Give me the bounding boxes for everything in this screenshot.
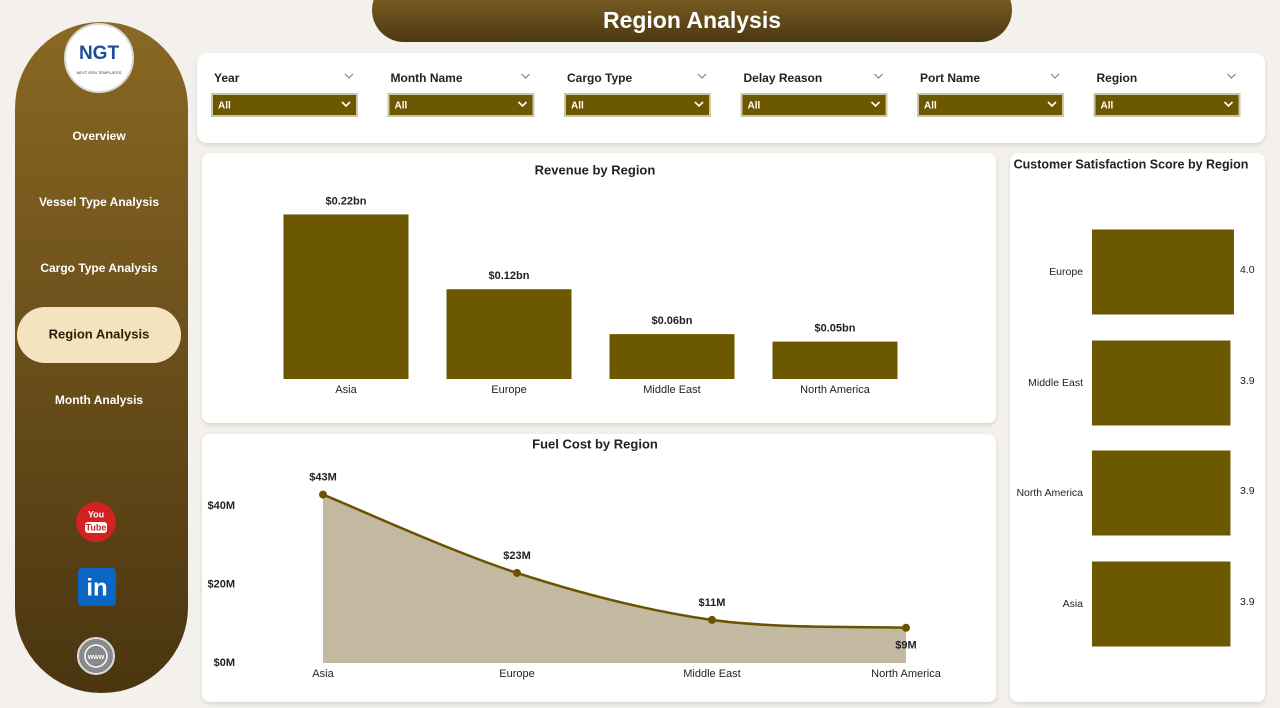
line	[322, 493, 907, 629]
point	[513, 568, 521, 577]
chevron	[697, 73, 707, 79]
y-tick-label: $40M	[207, 500, 235, 512]
chevron	[870, 101, 881, 108]
filter-value: All	[218, 101, 231, 112]
data-label: 3.9	[1240, 596, 1255, 608]
filter-value: All	[748, 101, 761, 112]
y-tick-label: Asia	[1063, 598, 1084, 610]
filter-label: Month Name	[391, 71, 463, 85]
filter-label: Port Name	[920, 71, 980, 85]
chevron	[1223, 101, 1234, 108]
page-title: Region Analysis	[603, 7, 781, 33]
y-tick-label: North America	[1016, 487, 1083, 499]
data-label: $23M	[503, 550, 531, 562]
title-pill	[372, 0, 1012, 42]
nav-active-bg	[17, 307, 181, 363]
x-tick-label: Europe	[491, 384, 526, 396]
filter-dropdown[interactable]	[211, 93, 358, 117]
point	[902, 623, 910, 632]
filter-dropdown[interactable]	[564, 93, 711, 117]
filter-value: All	[1101, 101, 1114, 112]
chart-title: Customer Satisfaction Score by Region	[1014, 157, 1249, 171]
point	[708, 615, 716, 624]
filter-value: All	[924, 101, 937, 112]
linkedin-text: in	[86, 574, 107, 601]
y-tick-label: Middle East	[1028, 377, 1083, 389]
chevron	[517, 101, 528, 108]
chevron	[521, 73, 530, 79]
linkedin-icon[interactable]	[78, 568, 116, 606]
nav-item[interactable]: Cargo Type Analysis	[40, 261, 158, 275]
x-tick-label: Asia	[312, 668, 334, 680]
data-label: 4.0	[1240, 264, 1255, 276]
filter-dropdown[interactable]	[740, 93, 888, 117]
chevron	[1227, 73, 1236, 79]
bar	[283, 214, 409, 379]
logo-circle	[64, 23, 134, 93]
bar	[1092, 561, 1231, 647]
filter-label: Region	[1097, 71, 1138, 85]
data-label: $0.06bn	[652, 315, 693, 327]
chevron	[694, 101, 704, 108]
web-text: www	[87, 654, 105, 661]
bar	[1092, 450, 1231, 536]
chart-title: Fuel Cost by Region	[532, 436, 658, 451]
filter-value: All	[395, 101, 408, 112]
data-label: 3.9	[1240, 485, 1255, 497]
youtube-tube-bg	[85, 522, 107, 533]
filter-label: Year	[214, 71, 240, 85]
bar	[772, 341, 898, 379]
data-label: 3.9	[1240, 375, 1255, 387]
chevron	[344, 73, 354, 79]
chart-title: Revenue by Region	[535, 162, 656, 177]
chevron	[1050, 73, 1060, 79]
nav-item[interactable]: Region Analysis	[49, 326, 150, 341]
chevron	[874, 73, 883, 79]
area	[323, 494, 906, 663]
data-label: $9M	[895, 640, 916, 652]
nav-item[interactable]: Month Analysis	[55, 393, 144, 407]
x-tick-label: North America	[800, 384, 871, 396]
nav-item[interactable]: Vessel Type Analysis	[39, 195, 159, 209]
x-tick-label: Asia	[335, 384, 357, 396]
data-label: $0.12bn	[489, 270, 530, 282]
bar	[446, 289, 572, 379]
web-globe	[84, 644, 108, 668]
youtube-text: You	[88, 509, 104, 519]
logo-tagline: NEXT GEN TEMPLATES	[77, 70, 122, 75]
filter-value: All	[571, 101, 584, 112]
filter-dropdown[interactable]	[1093, 93, 1241, 117]
x-tick-label: Middle East	[683, 668, 740, 680]
filter-dropdown[interactable]	[387, 93, 535, 117]
x-tick-label: Middle East	[643, 384, 700, 396]
bar	[1092, 229, 1234, 315]
y-tick-label: $0M	[214, 657, 235, 669]
youtube-text: Tube	[86, 522, 107, 532]
chevron	[341, 101, 351, 108]
y-tick-label: $20M	[207, 579, 235, 591]
point	[319, 490, 327, 499]
bar	[609, 334, 735, 379]
filter-dropdown[interactable]	[917, 93, 1064, 117]
data-label: $11M	[699, 597, 726, 609]
filter-label: Delay Reason	[744, 71, 823, 85]
logo-name: NGT	[79, 43, 120, 64]
x-tick-label: North America	[871, 668, 942, 680]
data-label: $43M	[309, 471, 337, 483]
bar	[1092, 340, 1231, 426]
data-label: $0.22bn	[326, 195, 367, 207]
y-tick-label: Europe	[1049, 266, 1083, 278]
filter-panel	[197, 53, 1265, 143]
filter-label: Cargo Type	[567, 71, 632, 85]
x-tick-label: Europe	[499, 668, 534, 680]
data-label: $0.05bn	[815, 323, 856, 335]
chevron	[1047, 101, 1057, 108]
web-icon[interactable]	[77, 637, 115, 675]
nav-item[interactable]: Overview	[72, 129, 126, 143]
